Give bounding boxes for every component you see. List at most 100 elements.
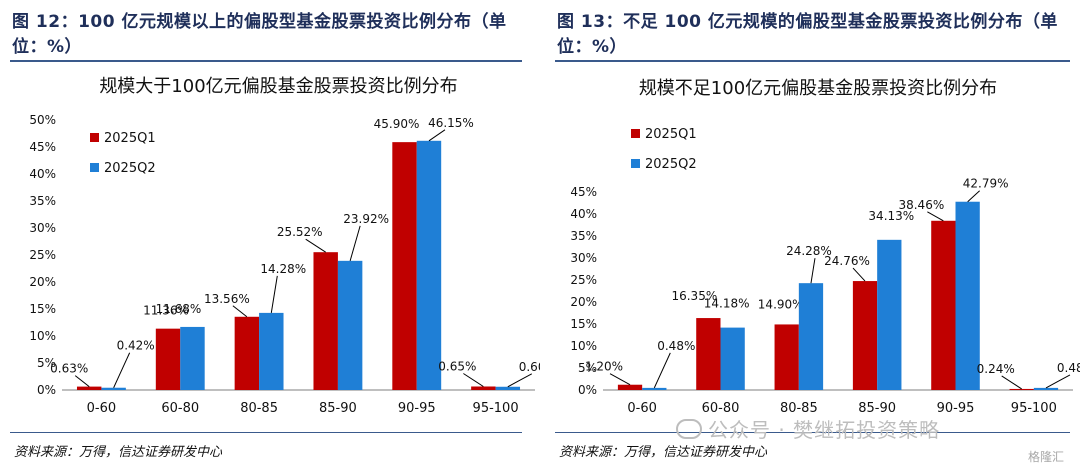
y-tick-label: 20% — [29, 275, 56, 289]
data-label: 24.76% — [824, 254, 870, 268]
y-tick-label: 45% — [570, 185, 597, 199]
label-leader-line — [232, 305, 248, 318]
bar-2025q2-0-60 — [642, 387, 667, 390]
brand-mark: 格隆汇 — [1028, 450, 1065, 464]
y-tick-label: 15% — [29, 302, 56, 316]
x-tick-label: 80-85 — [780, 401, 818, 416]
y-tick-label: 50% — [29, 113, 56, 127]
chart-small-funds: 规模不足100亿元偏股基金股票投资比例分布 0% 5% 10% 15% 20% 25% 30%… — [570, 78, 1080, 416]
watermark-text: 公众号 · 樊继拓投资策略 — [708, 418, 941, 442]
data-label: 34.13% — [868, 209, 914, 223]
bar-2025q1-85-90 — [313, 252, 338, 390]
x-tick-label: 95-100 — [1011, 401, 1057, 416]
x-tick-label: 95-100 — [473, 401, 519, 416]
label-leader-line — [428, 129, 446, 142]
x-tick-label: 0-60 — [627, 401, 657, 416]
bar-2025q2-0-60 — [101, 387, 126, 390]
watermark: 公众号 · 樊继拓投资策略 — [676, 414, 940, 443]
data-label: 0.48% — [657, 339, 695, 353]
y-tick-label: 0% — [578, 383, 597, 397]
label-leader-line — [927, 211, 944, 222]
source-divider — [555, 432, 1070, 433]
bar-2025q2-60-80 — [720, 327, 745, 390]
data-label: 14.28% — [260, 262, 306, 276]
y-tick-label: 15% — [570, 317, 597, 331]
bar-2025q1-80-85 — [774, 324, 799, 390]
y-tick-label: 35% — [29, 194, 56, 208]
bar-2025q2-90-95 — [416, 140, 442, 390]
legend-swatch — [90, 133, 99, 142]
bar-2025q2-80-85 — [798, 283, 824, 390]
bar-2025q1-0-60 — [76, 386, 102, 390]
chart-title: 规模不足100亿元偏股基金股票投资比例分布 — [639, 78, 997, 99]
y-tick-label: 20% — [570, 295, 597, 309]
legend-swatch — [631, 129, 640, 138]
y-tick-label: 25% — [570, 273, 597, 287]
title-divider — [10, 60, 522, 62]
figure-title: 图 12：100 亿元规模以上的偏股型基金股票投资比例分布（单位：%） — [12, 12, 507, 57]
x-tick-label: 85-90 — [319, 401, 357, 416]
label-leader-line — [507, 373, 533, 388]
source-note: 资料来源：万得，信达证券研发中心 — [14, 445, 223, 460]
y-tick-label: 0% — [37, 383, 56, 397]
legend-label: 2025Q2 — [104, 161, 156, 176]
data-label: 24.28% — [786, 244, 832, 258]
bar-2025q1-85-90 — [852, 281, 878, 390]
data-label: 11.36% — [143, 304, 189, 318]
data-label: 0.42% — [117, 339, 155, 353]
legend-swatch — [90, 163, 99, 172]
chart-large-funds: 规模大于100亿元偏股基金股票投资比例分布 0% 5% 10% 15% 20% 25% 30%… — [29, 76, 540, 416]
data-label: 1.20% — [585, 360, 623, 374]
source-note: 资料来源：万得，信达证券研发中心 — [559, 445, 768, 460]
legend-label: 2025Q2 — [645, 157, 697, 172]
data-label: 38.46% — [898, 198, 944, 212]
y-tick-label: 30% — [29, 221, 56, 235]
label-leader-line — [349, 225, 361, 261]
y-tick-label: 10% — [570, 339, 597, 353]
label-leader-line — [1045, 374, 1071, 389]
title-divider — [555, 60, 1070, 62]
legend-label: 2025Q1 — [645, 127, 697, 142]
bar-2025q1-90-95 — [931, 220, 956, 390]
data-label: 13.56% — [204, 292, 250, 306]
bar-2025q1-0-60 — [617, 384, 643, 390]
bar-2025q2-80-85 — [259, 312, 284, 390]
label-leader-line — [609, 373, 631, 386]
figure-13: 图 13：不足 100 亿元规模的偏股型基金股票投资比例分布（单位：%） 规模不… — [545, 0, 1080, 470]
y-tick-label: 5% — [37, 356, 56, 370]
bar-2025q1-80-85 — [234, 316, 260, 390]
data-label: 0.65% — [438, 359, 476, 373]
bar-2025q2-60-80 — [180, 326, 205, 390]
legend-label: 2025Q1 — [104, 131, 156, 146]
data-label: 25.52% — [277, 225, 323, 239]
label-leader-line — [113, 352, 131, 388]
bar-2025q1-95-100 — [471, 386, 496, 390]
y-tick-label: 45% — [29, 140, 56, 154]
data-label: 46.15% — [428, 116, 474, 130]
x-tick-label: 80-85 — [240, 401, 278, 416]
label-leader-line — [74, 375, 90, 387]
data-label: 0.63% — [50, 362, 88, 376]
source-divider — [10, 432, 522, 433]
legend-swatch — [631, 159, 640, 168]
data-label: 23.92% — [343, 212, 389, 226]
label-leader-line — [1001, 375, 1022, 390]
chart-title: 规模大于100亿元偏股基金股票投资比例分布 — [99, 76, 457, 97]
wechat-icon — [676, 419, 702, 439]
x-tick-label: 90-95 — [937, 401, 975, 416]
data-label: 14.18% — [704, 297, 750, 311]
bar-2025q2-95-100 — [495, 386, 521, 390]
x-tick-label: 85-90 — [858, 401, 896, 416]
data-label: 0.24% — [977, 362, 1015, 376]
figure-title: 图 13：不足 100 亿元规模的偏股型基金股票投资比例分布（单位：%） — [557, 12, 1058, 57]
label-leader-line — [852, 267, 866, 282]
label-leader-line — [653, 352, 671, 389]
label-leader-line — [305, 238, 326, 253]
figure-12: 图 12：100 亿元规模以上的偏股型基金股票投资比例分布（单位：%） 规模大于… — [10, 12, 540, 460]
x-tick-label: 0-60 — [87, 401, 117, 416]
bar-2025q2-85-90 — [877, 239, 902, 390]
data-label: 0.48% — [1057, 361, 1080, 375]
data-label: 11.68% — [156, 302, 202, 316]
bar-2025q2-85-90 — [337, 260, 363, 390]
y-tick-label: 5% — [578, 361, 597, 375]
